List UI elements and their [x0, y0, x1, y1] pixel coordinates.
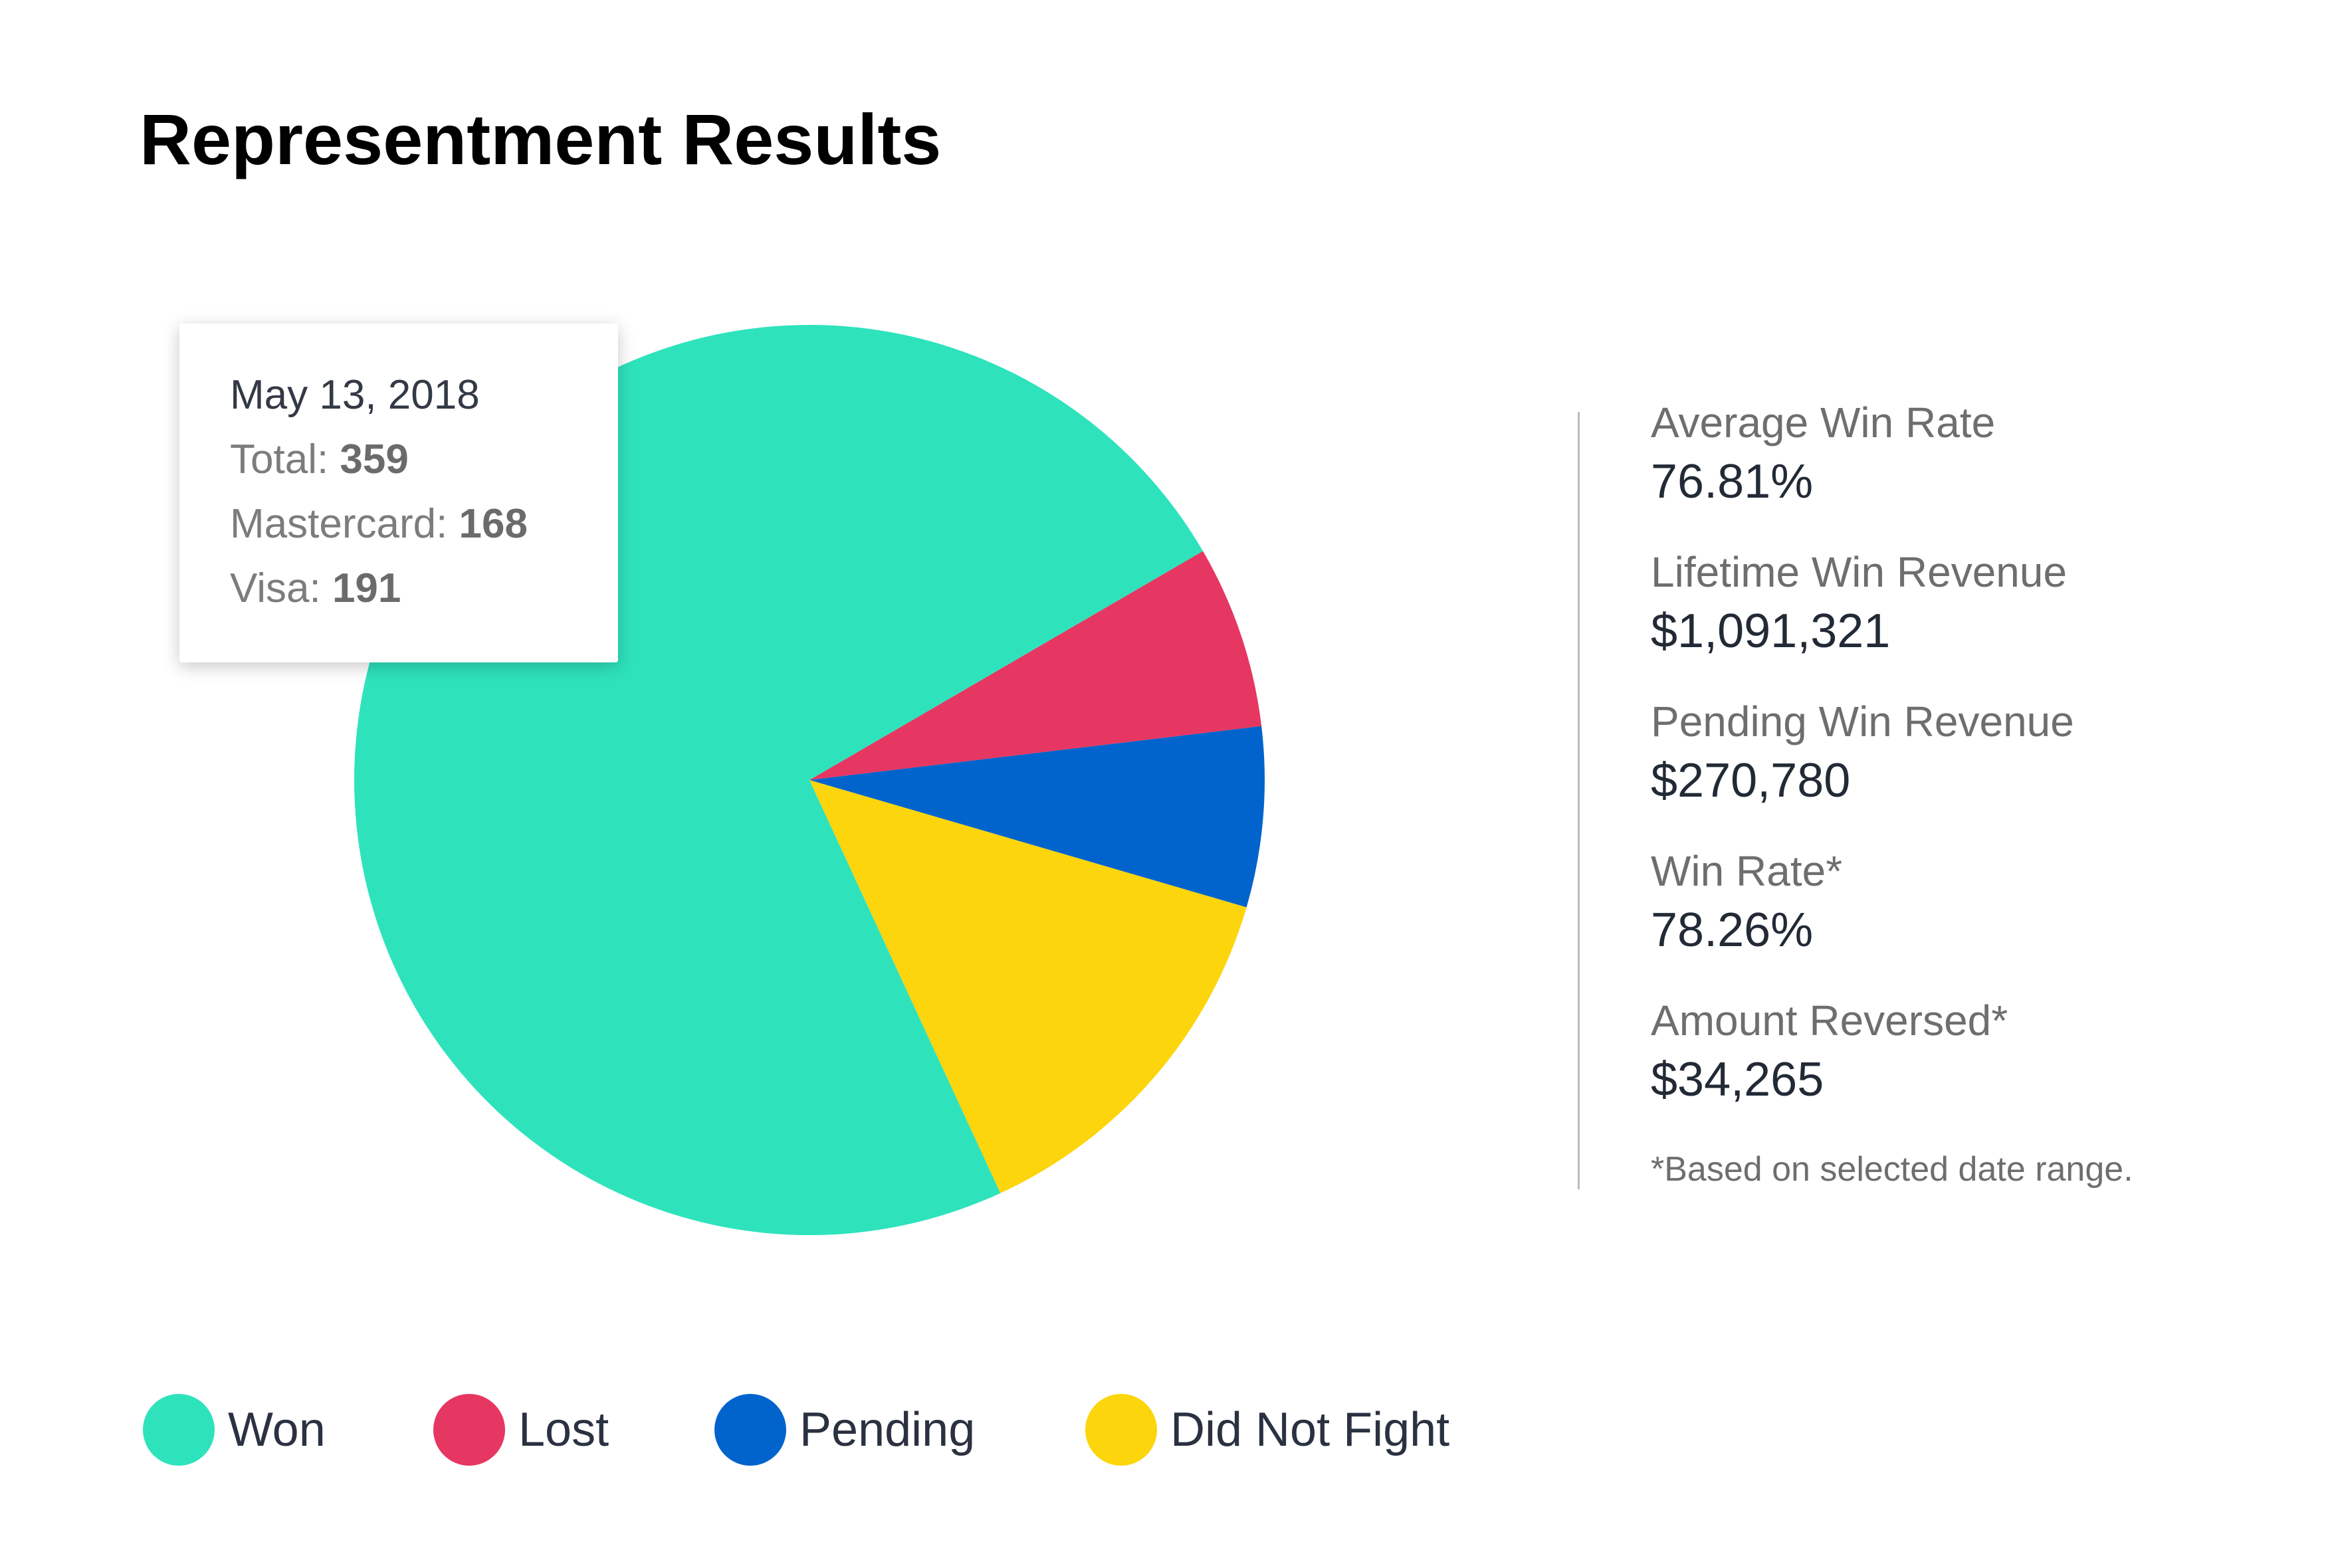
tooltip-visa-label: Visa:: [230, 565, 332, 611]
stat-label: Lifetime Win Revenue: [1651, 548, 2068, 596]
stat-value: 78.26%: [1651, 904, 1814, 957]
pie-slice-did-not-fight[interactable]: [809, 780, 1247, 1193]
legend-swatch-pending: [714, 1394, 786, 1466]
tooltip-total-value: 359: [340, 437, 409, 482]
tooltip-visa-value: 191: [332, 565, 401, 611]
tooltip-mastercard: Mastercard: 168: [230, 492, 618, 556]
legend-swatch-did-not-fight: [1085, 1394, 1157, 1466]
stat-pending-win-revenue: Pending Win Revenue $270,780: [1651, 691, 2074, 840]
stat-win-rate: Win Rate* 78.26%: [1651, 840, 2074, 990]
legend-swatch-won: [143, 1394, 215, 1466]
stat-label: Average Win Rate: [1651, 399, 1996, 446]
legend-swatch-lost: [433, 1394, 505, 1466]
tooltip-visa: Visa: 191: [230, 556, 618, 621]
chart-tooltip: May 13, 2018 Total: 359 Mastercard: 168 …: [179, 324, 618, 662]
tooltip-total: Total: 359: [230, 427, 618, 492]
tooltip-total-label: Total:: [230, 437, 340, 482]
tooltip-mastercard-label: Mastercard:: [230, 501, 459, 547]
footnote: *Based on selected date range.: [1651, 1150, 2133, 1189]
stat-value: $34,265: [1651, 1053, 1824, 1106]
legend-label: Pending: [799, 1403, 976, 1456]
stat-value: $270,780: [1651, 754, 1851, 807]
legend-label: Did Not Fight: [1170, 1403, 1450, 1456]
stat-value: $1,091,321: [1651, 605, 1891, 658]
stat-label: Win Rate*: [1651, 847, 1843, 895]
stat-amount-reversed: Amount Reversed* $34,265: [1651, 990, 2074, 1139]
pie-slice-pending[interactable]: [809, 726, 1265, 908]
pie-slice-lost[interactable]: [809, 551, 1262, 780]
chart-title: Representment Results: [140, 99, 942, 179]
legend-label: Won: [228, 1403, 326, 1456]
tooltip-mastercard-value: 168: [459, 501, 528, 547]
stat-average-win-rate: Average Win Rate 76.81%: [1651, 392, 2074, 541]
legend-label: Lost: [518, 1403, 609, 1456]
stat-label: Amount Reversed*: [1651, 997, 2008, 1044]
stat-lifetime-win-revenue: Lifetime Win Revenue $1,091,321: [1651, 541, 2074, 691]
stats-panel: Average Win Rate 76.81% Lifetime Win Rev…: [1651, 392, 2074, 1139]
stats-divider: [1578, 412, 1580, 1189]
tooltip-date: May 13, 2018: [230, 372, 480, 418]
stat-value: 76.81%: [1651, 455, 1814, 508]
stat-label: Pending Win Revenue: [1651, 698, 2074, 745]
